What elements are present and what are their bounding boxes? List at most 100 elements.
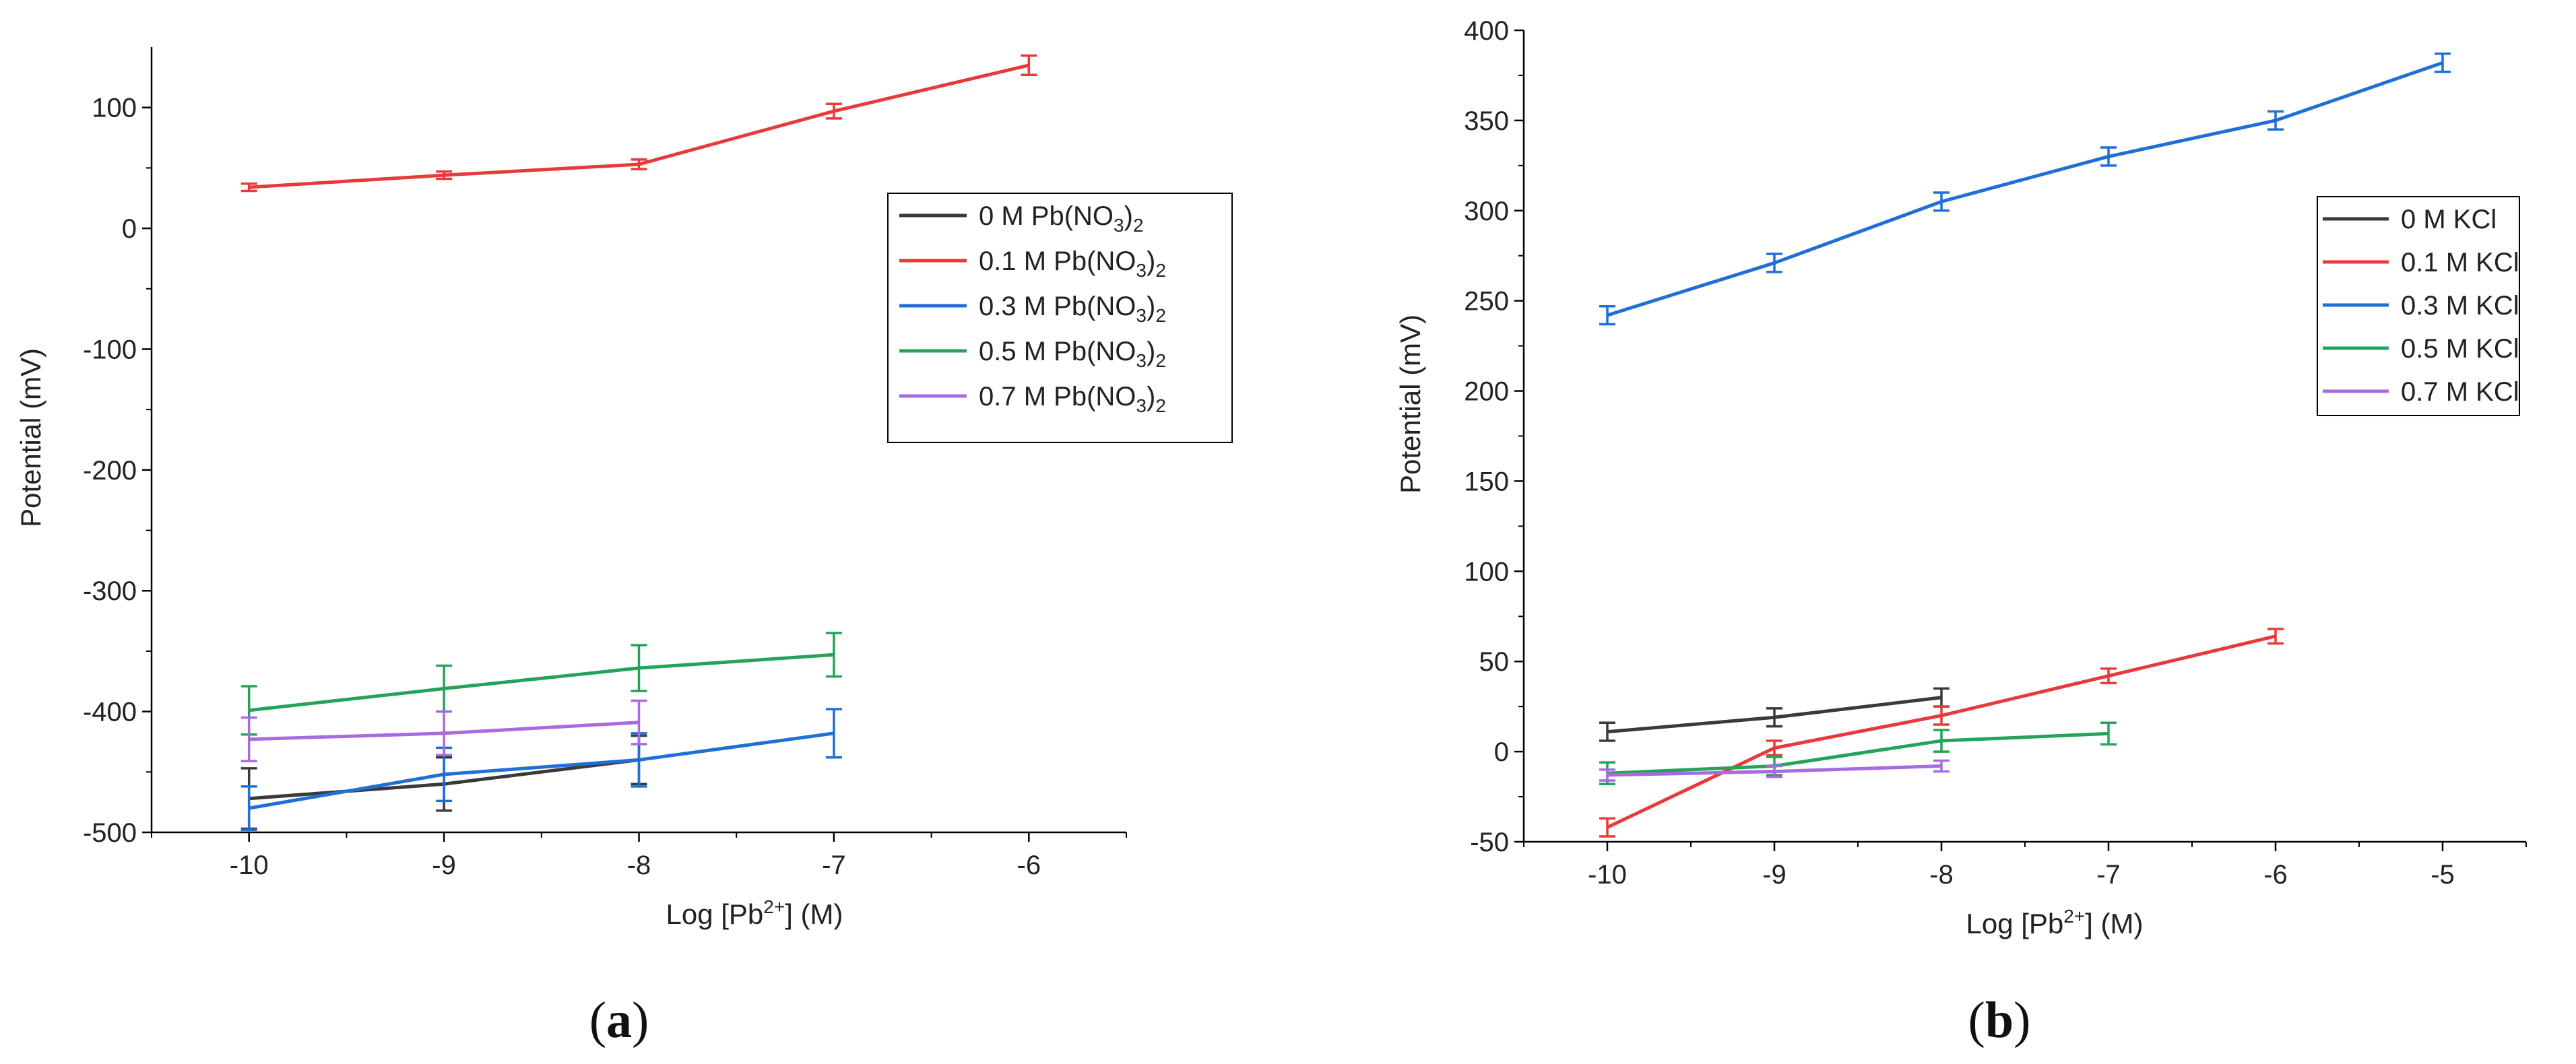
- y-tick-label: -50: [1470, 828, 1509, 857]
- x-tick-label: -9: [432, 851, 456, 880]
- error-bar: [825, 632, 842, 678]
- panel-b-y-axis-label: Potential (mV): [1394, 314, 1426, 494]
- y-tick-label: 100: [92, 94, 137, 123]
- x-tick-label: -8: [1929, 860, 1954, 890]
- error-bar: [2435, 53, 2451, 73]
- legend-item-0-m-pb-no3-2: 0 M Pb(NO3)2: [899, 201, 1144, 236]
- y-tick-label: -500: [83, 818, 137, 848]
- legend-label: 0.3 M KCl: [2401, 291, 2519, 321]
- panel-a-legend-box: [887, 193, 1233, 443]
- x-tick-label: -7: [822, 851, 846, 880]
- y-tick-label: -300: [83, 576, 137, 606]
- x-tick-label: -10: [1588, 860, 1627, 890]
- error-bar: [631, 644, 647, 692]
- legend-label: 0.7 M KCl: [2401, 377, 2519, 407]
- legend-item-0-7-m-kcl: 0.7 M KCl: [2323, 377, 2519, 407]
- error-bar: [240, 785, 257, 832]
- error-bar: [2100, 667, 2117, 685]
- legend-label: 0.5 M Pb(NO3)2: [979, 337, 1166, 371]
- error-bar: [1766, 739, 1782, 757]
- y-tick-label: -200: [83, 456, 137, 486]
- legend-item-0-5-m-pb-no3-2: 0.5 M Pb(NO3)2: [899, 337, 1166, 371]
- legend-label: 0.1 M Pb(NO3)2: [979, 246, 1166, 281]
- series-0-1-m-kcl: [1599, 628, 2284, 838]
- legend-label: 0 M KCl: [2401, 205, 2497, 234]
- x-tick-label: -7: [2096, 860, 2121, 890]
- y-tick-label: 0: [1494, 737, 1509, 767]
- panel-a-x-axis-label: Log [Pb2+] (M): [666, 896, 843, 930]
- error-bar: [1599, 768, 1615, 782]
- error-bar: [1021, 54, 1037, 77]
- legend-label: 0.5 M KCl: [2401, 334, 2519, 364]
- panel-a-x-ticks: -10 -9 -8 -7 -6: [151, 832, 1127, 880]
- x-tick-label: -9: [1762, 860, 1786, 890]
- x-tick-label: -5: [2430, 860, 2455, 890]
- panel-b-caption: (b): [1968, 992, 2031, 1049]
- legend-item-0-3-m-pb-no3-2: 0.3 M Pb(NO3)2: [899, 292, 1166, 326]
- error-bar: [436, 170, 453, 180]
- series-0-1-m-pb-no3-2: [240, 54, 1037, 193]
- legend-label: 0 M Pb(NO3)2: [979, 201, 1144, 236]
- panel-a-y-axis-label: Potential (mV): [15, 348, 46, 527]
- y-tick-label: 350: [1464, 106, 1509, 136]
- series-line: [1607, 731, 2109, 775]
- error-bar: [1933, 729, 1950, 753]
- error-bar: [1933, 705, 1950, 726]
- y-tick-label: 300: [1464, 197, 1509, 226]
- error-bar: [2100, 721, 2117, 746]
- x-tick-label: -6: [2263, 860, 2288, 890]
- y-tick-label: 100: [1464, 557, 1509, 587]
- y-tick-label: 250: [1464, 287, 1509, 317]
- y-tick-label: 400: [1464, 16, 1509, 46]
- x-tick-label: -8: [627, 851, 651, 880]
- panel-b-x-ticks: -10 -9 -8 -7 -6 -5: [1523, 842, 2527, 890]
- error-bar: [1599, 304, 1615, 326]
- series-0-3-m-pb-no3-2: [240, 708, 842, 832]
- legend-item-0-3-m-kcl: 0.3 M KCl: [2323, 291, 2519, 321]
- legend-item-0-1-m-pb-no3-2: 0.1 M Pb(NO3)2: [899, 246, 1166, 281]
- error-bar: [1599, 721, 1615, 742]
- error-bar: [825, 708, 842, 759]
- legend-label: 0.7 M Pb(NO3)2: [979, 382, 1166, 416]
- series-0-m-kcl: [1599, 687, 1950, 742]
- panel-b-y-ticks: -50 0 50 100 150 200 250 300 350 400: [1464, 16, 1524, 857]
- error-bar: [631, 158, 647, 170]
- legend-item-0-5-m-kcl: 0.5 M KCl: [2323, 334, 2519, 364]
- error-bar: [1933, 759, 1950, 773]
- panel-b-legend: 0 M KCl 0.1 M KCl 0.3 M KCl 0.5 M KCl 0.7 M …: [2323, 205, 2519, 407]
- error-bar: [240, 182, 257, 193]
- series-0-7-m-kcl: [1599, 759, 1950, 782]
- legend-item-0-1-m-kcl: 0.1 M KCl: [2323, 248, 2519, 277]
- panel-b-series: [1599, 53, 2451, 838]
- series-0-7-m-pb-no3-2: [240, 699, 647, 762]
- y-tick-label: 150: [1464, 467, 1509, 496]
- error-bar: [240, 716, 257, 762]
- series-line: [249, 653, 835, 712]
- legend-item-0-7-m-pb-no3-2: 0.7 M Pb(NO3)2: [899, 382, 1166, 416]
- legend-item-0-m-kcl: 0 M KCl: [2323, 205, 2497, 234]
- series-0-3-m-kcl: [1599, 53, 2451, 326]
- error-bar: [1766, 253, 1782, 273]
- error-bar: [2267, 110, 2284, 131]
- y-tick-label: 50: [1479, 647, 1510, 677]
- panel-a-caption: (a): [589, 992, 649, 1049]
- y-tick-label: 0: [122, 214, 137, 244]
- series-0-5-m-pb-no3-2: [240, 632, 842, 736]
- x-tick-label: -10: [230, 851, 269, 880]
- error-bar: [436, 710, 453, 756]
- panel-a-series: [240, 54, 1037, 832]
- error-bar: [2100, 146, 2117, 167]
- panel-a-y-ticks: -500 -400 -300 -200 -100 0 100: [83, 94, 152, 848]
- error-bar: [1766, 764, 1782, 778]
- x-tick-label: -6: [1017, 851, 1041, 880]
- y-tick-label: 200: [1464, 377, 1509, 407]
- panel-a-legend: 0 M Pb(NO3)2 0.1 M Pb(NO3)2 0.3 M Pb(NO3)2…: [899, 201, 1166, 416]
- error-bar: [1933, 191, 1950, 212]
- error-bar: [1599, 817, 1615, 838]
- error-bar: [1766, 707, 1782, 728]
- series-line: [1607, 61, 2443, 317]
- legend-label: 0.1 M KCl: [2401, 248, 2519, 277]
